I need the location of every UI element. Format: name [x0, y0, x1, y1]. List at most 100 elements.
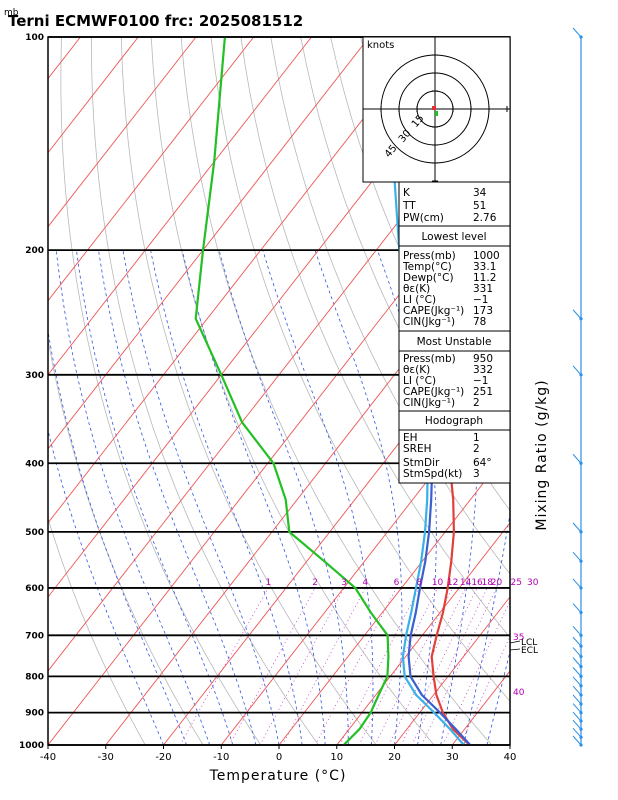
moist-adiabat [55, 250, 211, 745]
ll-thetae-value: 331 [473, 283, 493, 295]
right-axis-label: Mixing Ratio (g/kg) [534, 379, 550, 530]
wind-barb [572, 667, 582, 677]
dry-adiabat [48, 517, 146, 745]
dry-adiabat [120, 37, 377, 745]
ll-dewp-label: Dewp(°C) [403, 272, 454, 284]
pressure-tick-label: 1000 [19, 741, 44, 751]
isotherm [48, 37, 370, 450]
tt-value: 51 [473, 200, 486, 212]
moist-adiabat [314, 249, 403, 745]
hodograph-units: knots [367, 40, 394, 51]
wind-barb-dot [579, 711, 583, 715]
pressure-tick-label: 800 [25, 672, 44, 682]
wind-barb [572, 578, 582, 589]
mu-cin-value: 2 [473, 397, 480, 409]
label-35: 35 [513, 633, 524, 643]
wind-barb-dot [579, 665, 583, 669]
pressure-unit: mb [4, 8, 19, 18]
hodograph-ticks [362, 36, 508, 182]
wind-barb [572, 365, 582, 376]
wind-barb-dot [579, 633, 583, 637]
stmdir-label: StmDir [403, 457, 440, 469]
isotherm [48, 37, 255, 302]
moist-adiabat [122, 250, 280, 745]
ll-cape-label: CAPE(Jkg⁻¹) [403, 305, 464, 317]
wind-barb [572, 694, 582, 705]
temperature-tick-label: 30 [446, 752, 459, 763]
mixing-ratio-label: 2 [312, 578, 318, 588]
temperature-tick-labels: -40 -30 -20 -10 0 10 20 30 40 [40, 745, 516, 763]
dry-adiabat [570, 37, 618, 745]
series-dewpoint [194, 37, 390, 745]
mu-li-value: −1 [473, 375, 488, 387]
pressure-tick-label: 700 [25, 631, 44, 641]
wind-barb-dot [579, 684, 583, 688]
temperature-tick-label: -30 [98, 752, 114, 763]
moist-adiabat [98, 250, 257, 745]
mixing-ratio-label: 20 [491, 578, 503, 588]
ll-cape-value: 173 [473, 305, 493, 317]
wind-barb [572, 603, 582, 613]
ecl-label: ECL [521, 646, 538, 656]
wind-barb [572, 711, 582, 722]
k-label: K [403, 187, 411, 199]
dry-adiabat [300, 37, 510, 512]
mixing-ratio-label: 4 [362, 578, 368, 588]
mu-cape-label: CAPE(Jkg⁻¹) [403, 386, 464, 398]
hodograph-trace-low [432, 106, 436, 110]
wind-barb [572, 727, 582, 738]
isotherm [105, 225, 510, 745]
wind-barb-dot [579, 461, 583, 465]
temperature-tick-label: 0 [276, 752, 282, 763]
hodograph-trace-mid [435, 111, 438, 116]
dry-adiabat [270, 37, 510, 575]
mixing-ratio-label: 8 [416, 578, 422, 588]
sreh-label: SREH [403, 443, 432, 455]
temperature-tick-label: -40 [40, 752, 56, 763]
isotherm [278, 448, 510, 745]
indices-box: K 34 TT 51 PW(cm) 2.76 Lowest level Pres… [398, 181, 511, 484]
ll-cin-label: CIN(Jkg⁻¹) [403, 316, 455, 328]
isotherm [394, 596, 510, 745]
label-40: 40 [513, 688, 525, 698]
ll-dewp-value: 11.2 [473, 272, 496, 284]
ll-cin-value: 78 [473, 316, 486, 328]
mixing-ratio-label: 30 [527, 578, 539, 588]
x-axis-label: Temperature (°C) [209, 768, 347, 784]
pressure-tick-label: 900 [25, 709, 44, 719]
pressure-tick-label: 100 [25, 33, 44, 43]
mixing-ratio-label: 10 [432, 578, 444, 588]
dry-adiabat [210, 37, 510, 702]
mixing-ratio-label: 1 [266, 578, 272, 588]
lowest-level-header: Lowest level [421, 231, 486, 243]
wind-barb-dot [579, 727, 583, 731]
dry-adiabat [60, 37, 262, 745]
moist-adiabat [440, 249, 479, 745]
mixing-ratio-line [229, 587, 316, 745]
eh-label: EH [403, 432, 418, 444]
wind-barb-dot [579, 530, 583, 534]
most-unstable-header: Most Unstable [417, 336, 492, 348]
wind-barb-dot [579, 644, 583, 648]
wind-barb-dot [579, 702, 583, 706]
hodograph-header: Hodograph [425, 415, 483, 427]
pw-value: 2.76 [473, 212, 497, 224]
ecl-marker [509, 648, 521, 651]
lcl-marker [509, 640, 521, 644]
wind-barb [572, 453, 582, 464]
indices-frame [398, 181, 511, 484]
pressure-tick-label: 200 [25, 246, 44, 256]
wind-barb-dot [579, 735, 583, 739]
mixing-ratio-label: 3 [341, 578, 347, 588]
wind-barb-dot [579, 559, 583, 563]
pressure-tick-label: 300 [25, 371, 44, 381]
wind-barb [572, 522, 582, 533]
sreh-value: 2 [473, 443, 480, 455]
wind-barb [572, 27, 582, 38]
k-value: 34 [473, 187, 487, 199]
temperature-tick-label: 10 [330, 752, 343, 763]
mixing-ratio-line [315, 587, 397, 745]
lcl-label: LCL [521, 638, 537, 648]
tt-label: TT [402, 200, 416, 212]
temperature-tick-label: -20 [155, 752, 171, 763]
